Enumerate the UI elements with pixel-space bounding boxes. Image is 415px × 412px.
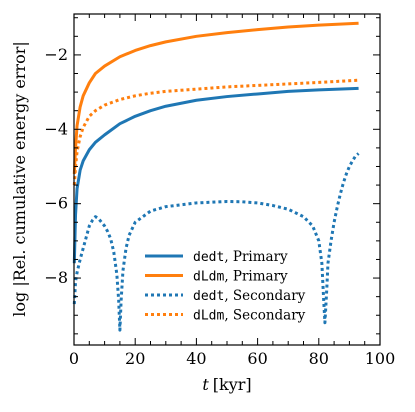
x-tick-label: 100 bbox=[365, 349, 396, 368]
legend-label-2: dLdm, Primary bbox=[193, 269, 288, 285]
series-layer bbox=[72, 21, 360, 332]
series-line-2 bbox=[72, 21, 359, 174]
series-line-4 bbox=[72, 78, 359, 186]
x-tick-label: 40 bbox=[186, 349, 206, 368]
legend: dedt, Primary dLdm, Primary dedt, Secondar… bbox=[145, 249, 306, 324]
legend-label-1: dedt, Primary bbox=[193, 249, 288, 265]
x-axis-label: t [kyr] bbox=[202, 375, 251, 394]
y-tick-label: −8 bbox=[44, 268, 68, 287]
x-tick-label: 0 bbox=[69, 349, 79, 368]
series-line-3 bbox=[72, 152, 360, 332]
y-tick-label: −2 bbox=[44, 45, 68, 64]
y-axis-label: log |Rel. cumulative energy error| bbox=[10, 41, 29, 317]
legend-label-3: dedt, Secondary bbox=[193, 288, 306, 304]
y-tick-label: −4 bbox=[44, 119, 68, 138]
x-tick-label: 80 bbox=[309, 349, 329, 368]
x-tick-label: 60 bbox=[247, 349, 267, 368]
tick-layer: 0 20 40 60 80 100 −8 −6 −4 −2 bbox=[44, 14, 395, 368]
legend-label-4: dLdm, Secondary bbox=[193, 308, 306, 324]
x-tick-label: 20 bbox=[125, 349, 145, 368]
y-tick-label: −6 bbox=[44, 194, 68, 213]
series-line-1 bbox=[72, 86, 359, 264]
